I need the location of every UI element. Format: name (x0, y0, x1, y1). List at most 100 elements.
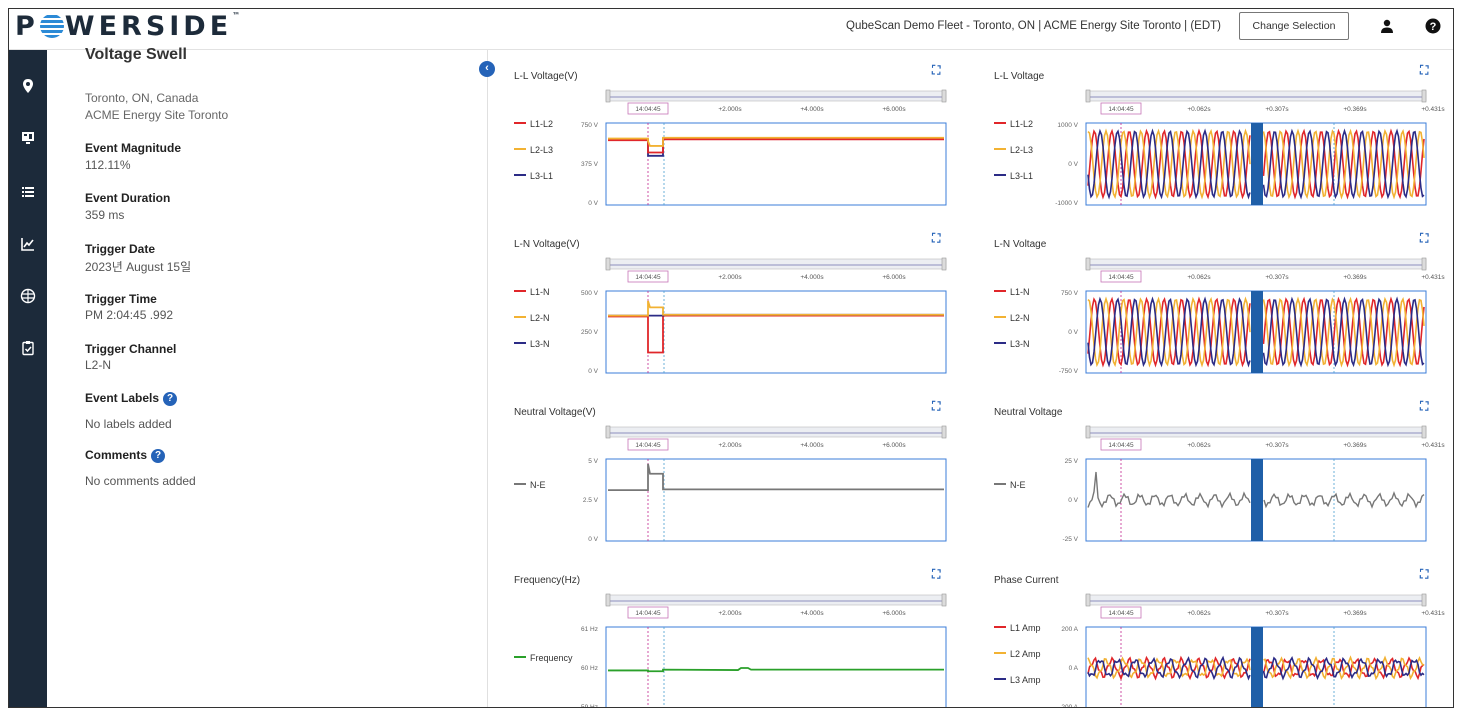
chart-svg[interactable]: 14:04:45 +2.000s +4.000s +6.000s 61 Hz 60 Hz 5… (514, 575, 964, 708)
collapse-panel-icon[interactable]: ‹ (479, 61, 495, 77)
legend-item[interactable]: L2-N (514, 313, 550, 323)
navigator-handle[interactable] (1085, 593, 1091, 607)
powerside-logo[interactable]: P WERSIDE™ (15, 11, 241, 42)
navigator-handle[interactable] (1421, 257, 1427, 271)
navigator-bar[interactable] (1085, 258, 1427, 270)
legend-item[interactable]: L1 Amp (994, 623, 1041, 633)
navigator-handle[interactable] (1421, 425, 1427, 439)
plot-area[interactable] (605, 122, 947, 206)
navigator-handle[interactable] (1085, 425, 1091, 439)
comments-help-icon[interactable]: ? (151, 449, 166, 463)
time-tick-label: +6.000s (882, 274, 906, 281)
legend-swatch (994, 122, 1006, 124)
map-pin-icon[interactable] (20, 78, 36, 94)
chart-svg[interactable]: 14:04:45 +0.062s +0.307s +0.369s +0.431s 1000… (994, 71, 1445, 236)
navigator-bar[interactable] (1085, 594, 1427, 606)
event-duration-value: 359 ms (85, 208, 125, 222)
plot-area[interactable] (605, 626, 947, 708)
dashboard-icon[interactable] (20, 130, 36, 146)
change-selection-button[interactable]: Change Selection (1239, 12, 1349, 40)
user-icon[interactable] (1379, 18, 1395, 34)
plot-area[interactable] (605, 458, 947, 542)
expand-chart-icon[interactable]: ⛶ (932, 63, 941, 77)
expand-chart-icon[interactable]: ⛶ (1420, 231, 1429, 245)
chart-ln-wave[interactable]: L-N Voltage ⛶ L1-N L2-N L3-N 14:04:45 +0.062s +… (994, 231, 1445, 399)
expand-chart-icon[interactable]: ⛶ (932, 567, 941, 581)
legend-item[interactable]: L3-N (994, 339, 1030, 349)
legend-item[interactable]: L1-N (994, 287, 1030, 297)
navigator-handle[interactable] (605, 257, 611, 271)
legend-item[interactable]: N-E (994, 480, 1026, 490)
chart-svg[interactable]: 14:04:45 +0.062s +0.307s +0.369s +0.431s 200 … (994, 575, 1445, 708)
navigator-handle[interactable] (605, 89, 611, 103)
navigator-handle[interactable] (941, 89, 947, 103)
legend-item[interactable]: L2-L3 (514, 145, 553, 155)
navigator-handle[interactable] (605, 593, 611, 607)
expand-chart-icon[interactable]: ⛶ (1420, 63, 1429, 77)
plot-area[interactable] (605, 290, 947, 374)
globe-icon[interactable] (20, 288, 36, 304)
chart-svg[interactable]: 14:04:45 +0.062s +0.307s +0.369s +0.431s 25 V… (994, 407, 1445, 572)
legend-item[interactable]: N-E (514, 480, 546, 490)
time-tick-label: +0.307s (1265, 106, 1289, 113)
navigator-bar[interactable] (605, 426, 947, 438)
series-line (608, 136, 944, 147)
chart-title: L-L Voltage(V) (514, 71, 578, 82)
chart-svg[interactable]: 14:04:45 +2.000s +4.000s +6.000s 5 V 2.5 V 0 V (514, 407, 964, 572)
trend-chart-icon[interactable] (20, 236, 36, 252)
legend-item[interactable]: L2-N (994, 313, 1030, 323)
navigator-handle[interactable] (605, 425, 611, 439)
legend-item[interactable]: L3-L1 (514, 171, 553, 181)
legend-label: L2 Amp (1010, 649, 1041, 659)
navigator-bar[interactable] (605, 90, 947, 102)
chart-svg[interactable]: 14:04:45 +2.000s +4.000s +6.000s 750 V 375 V 0… (514, 71, 964, 236)
time-tick-label: +0.062s (1187, 274, 1211, 281)
expand-chart-icon[interactable]: ⛶ (932, 399, 941, 413)
legend-item[interactable]: Frequency (514, 653, 573, 663)
time-tick-label: +0.062s (1187, 610, 1211, 617)
chart-current-wave[interactable]: Phase Current ⛶ L1 Amp L2 Amp L3 Amp 14:04:45… (994, 567, 1445, 708)
chart-ll[interactable]: L-L Voltage(V) ⛶ L1-L2 L2-L3 L3-L1 14:04:45 +2… (514, 63, 964, 231)
legend-item[interactable]: L2 Amp (994, 649, 1041, 659)
legend-item[interactable]: L2-L3 (994, 145, 1033, 155)
navigator-handle[interactable] (1085, 89, 1091, 103)
help-icon[interactable]: ? (1425, 18, 1441, 34)
svg-text:?: ? (1430, 21, 1437, 33)
expand-chart-icon[interactable]: ⛶ (1420, 399, 1429, 413)
time-tick-label: +6.000s (882, 442, 906, 449)
clipboard-check-icon[interactable] (20, 340, 36, 356)
legend-item[interactable]: L1-L2 (994, 119, 1033, 129)
navigator-handle[interactable] (1421, 89, 1427, 103)
legend-item[interactable]: L3 Amp (994, 675, 1041, 685)
event-magnitude-label: Event Magnitude (85, 141, 182, 155)
list-icon[interactable] (20, 184, 36, 200)
chart-freq[interactable]: Frequency(Hz) ⛶ Frequency 14:04:45 +2.000s +4… (514, 567, 964, 708)
navigator-handle[interactable] (1085, 257, 1091, 271)
time-tick-label: +0.307s (1265, 610, 1289, 617)
chart-svg[interactable]: 14:04:45 +0.062s +0.307s +0.369s +0.431s 750 … (994, 239, 1445, 404)
chart-ll-wave[interactable]: L-L Voltage ⛶ L1-L2 L2-L3 L3-L1 14:04:45 +0.06… (994, 63, 1445, 231)
y-tick-label: 25 V (1065, 458, 1079, 465)
legend-item[interactable]: L3-L1 (994, 171, 1033, 181)
legend-item[interactable]: L3-N (514, 339, 550, 349)
chart-neutral-wave[interactable]: Neutral Voltage ⛶ N-E 14:04:45 +0.062s +0.307… (994, 399, 1445, 567)
navigator-handle[interactable] (941, 425, 947, 439)
time-tick-label: +4.000s (800, 106, 824, 113)
event-labels-help-icon[interactable]: ? (163, 392, 178, 406)
chart-ln[interactable]: L-N Voltage(V) ⛶ L1-N L2-N L3-N 14:04:45 +2.00… (514, 231, 964, 399)
navigator-bar[interactable] (1085, 90, 1427, 102)
time-tick-label: +2.000s (718, 610, 742, 617)
navigator-handle[interactable] (1421, 593, 1427, 607)
chart-svg[interactable]: 14:04:45 +2.000s +4.000s +6.000s 500 V 250 V 0… (514, 239, 964, 404)
event-gap-marker (1251, 627, 1263, 707)
navigator-handle[interactable] (941, 593, 947, 607)
navigator-bar[interactable] (605, 594, 947, 606)
navigator-bar[interactable] (1085, 426, 1427, 438)
chart-neutral[interactable]: Neutral Voltage(V) ⛶ N-E 14:04:45 +2.000s +4.… (514, 399, 964, 567)
navigator-bar[interactable] (605, 258, 947, 270)
expand-chart-icon[interactable]: ⛶ (932, 231, 941, 245)
legend-item[interactable]: L1-N (514, 287, 550, 297)
navigator-handle[interactable] (941, 257, 947, 271)
legend-item[interactable]: L1-L2 (514, 119, 553, 129)
expand-chart-icon[interactable]: ⛶ (1420, 567, 1429, 581)
